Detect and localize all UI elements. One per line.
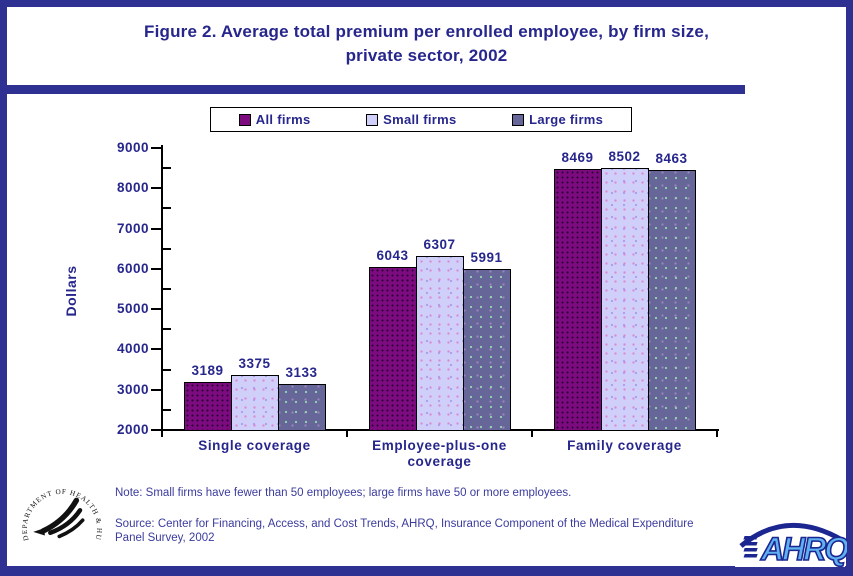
y-axis-tick-label: 6000	[116, 260, 149, 276]
legend: All firms Small firms Large firms	[210, 107, 632, 132]
y-axis-major-tick	[151, 187, 162, 190]
chart-title-line2: private sector, 2002	[345, 46, 508, 65]
bar-small-firms	[231, 374, 279, 431]
legend-label: Small firms	[383, 112, 457, 127]
bar-small-firms	[416, 256, 464, 431]
y-axis-minor-tick	[163, 328, 171, 331]
note-text: Note: Small firms have fewer than 50 emp…	[115, 487, 572, 499]
legend-swatch-icon	[238, 113, 251, 126]
source-text: Source: Center for Financing, Access, an…	[115, 518, 694, 544]
x-axis-category-label: Employee-plus-one coverage	[372, 438, 507, 469]
y-axis-minor-tick	[163, 247, 171, 250]
legend-label: All firms	[255, 112, 311, 127]
bar-large-firms	[463, 269, 511, 431]
legend-label: Large firms	[529, 112, 604, 127]
y-axis-line	[161, 145, 163, 431]
legend-item: Small firms	[366, 112, 456, 127]
y-axis-major-tick	[151, 227, 162, 230]
bar-value-label: 8469	[561, 150, 594, 166]
y-axis-minor-tick	[163, 368, 171, 371]
y-axis-minor-tick	[163, 288, 171, 290]
hhs-department-seal: DEPARTMENT OF HEALTH & HUMAN SERVICES • …	[17, 477, 103, 542]
page-border-bottom	[0, 566, 853, 576]
bar-all-firms	[369, 267, 417, 431]
x-axis-tick	[346, 430, 348, 437]
hhs-eagle-icon	[40, 497, 85, 539]
x-axis-tick	[531, 430, 533, 437]
x-axis-tick	[716, 430, 718, 437]
chart-title: Figure 2. Average total premium per enro…	[0, 20, 853, 68]
hhs-seal-text: DEPARTMENT OF HEALTH & HUMAN SERVICES • …	[17, 477, 102, 542]
ahrq-logo: AHRQ	[735, 510, 847, 568]
page-border-top	[0, 0, 853, 7]
y-axis-minor-tick	[163, 408, 171, 411]
bar-value-label: 8463	[655, 150, 688, 166]
chart-title-line1: Figure 2. Average total premium per enro…	[143, 22, 709, 41]
y-axis-major-tick	[151, 308, 162, 311]
svg-text:DEPARTMENT OF HEALTH & HUMAN S: DEPARTMENT OF HEALTH & HUMAN SERVICES • …	[17, 477, 103, 542]
bar-value-label: 3133	[285, 365, 318, 381]
bar-value-label: 3375	[238, 355, 271, 371]
bar-all-firms	[184, 382, 232, 431]
y-axis-major-tick	[151, 147, 162, 149]
y-axis-tick-label: 3000	[116, 381, 149, 397]
bar-value-label: 8502	[608, 149, 641, 165]
x-axis-tick	[161, 430, 163, 437]
x-axis-category-label: Single coverage	[198, 438, 311, 453]
page-border-left	[0, 0, 7, 576]
y-axis-major-tick	[151, 429, 162, 431]
y-axis-major-tick	[151, 388, 162, 391]
y-axis-tick-label: 7000	[116, 220, 149, 236]
y-axis-minor-tick	[163, 167, 171, 170]
y-axis-major-tick	[151, 348, 162, 351]
bar-all-firms	[554, 169, 602, 431]
bar-small-firms	[601, 168, 649, 431]
x-axis-category-label: Family coverage	[567, 438, 682, 453]
ahrq-wordmark: AHRQ	[760, 531, 847, 567]
y-axis-title: Dollars	[63, 265, 79, 317]
y-axis-major-tick	[151, 267, 162, 270]
legend-swatch-icon	[512, 113, 525, 126]
bar-large-firms	[648, 169, 696, 431]
title-divider-bar	[0, 85, 745, 94]
y-axis-tick-label: 9000	[116, 140, 149, 155]
y-axis-tick-label: 2000	[116, 422, 149, 437]
y-axis-tick-label: 5000	[116, 301, 149, 317]
y-axis-tick-label: 8000	[116, 180, 149, 196]
bar-value-label: 5991	[470, 250, 503, 266]
bar-value-label: 6043	[376, 248, 409, 264]
legend-item: All firms	[238, 112, 311, 127]
legend-item: Large firms	[512, 112, 603, 127]
y-axis-tick-label: 4000	[116, 341, 149, 357]
legend-swatch-icon	[366, 113, 379, 126]
y-axis-minor-tick	[163, 207, 171, 210]
bar-value-label: 6307	[423, 237, 456, 253]
bar-value-label: 3189	[191, 363, 224, 379]
hhs-eagle-head	[33, 528, 45, 536]
page-border-right	[846, 0, 853, 576]
bar-large-firms	[278, 384, 326, 431]
ahrq-speedlines-icon	[743, 536, 758, 558]
